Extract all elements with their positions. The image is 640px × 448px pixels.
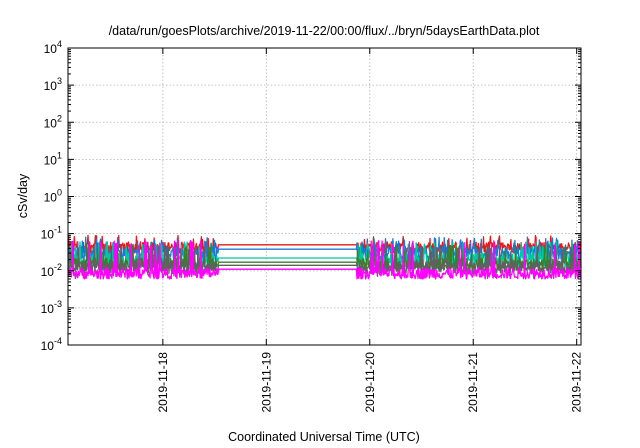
x-tick-label: 2019-11-18 bbox=[156, 352, 170, 413]
y-tick-label: 10-4 bbox=[41, 336, 62, 353]
y-tick-label: 103 bbox=[44, 76, 62, 93]
x-tick-label: 2019-11-22 bbox=[570, 352, 584, 413]
axis-ticks: 10-4 10-3 10-2 10-1 100 101 102 103 104 2019-11-1… bbox=[41, 39, 584, 413]
x-tick-label: 2019-11-19 bbox=[259, 352, 273, 413]
grid-lines bbox=[68, 48, 581, 345]
series-line bbox=[67, 239, 582, 280]
x-tick-label: 2019-11-21 bbox=[466, 352, 480, 413]
y-tick-label: 10-1 bbox=[41, 225, 62, 242]
y-tick-label: 10-2 bbox=[41, 262, 62, 279]
y-tick-label: 100 bbox=[44, 188, 62, 205]
x-axis-label: Coordinated Universal Time (UTC) bbox=[228, 430, 420, 444]
y-tick-label: 101 bbox=[44, 150, 62, 167]
series-line bbox=[67, 236, 582, 261]
x-tick-label: 2019-11-20 bbox=[363, 352, 377, 413]
series-line bbox=[67, 244, 582, 272]
y-tick-label: 102 bbox=[44, 113, 62, 130]
chart-title: /data/run/goesPlots/archive/2019-11-22/0… bbox=[109, 24, 540, 38]
series-line bbox=[67, 245, 582, 275]
y-axis-label: cSv/day bbox=[16, 173, 30, 218]
y-tick-label: 104 bbox=[44, 39, 62, 56]
series-layer bbox=[67, 234, 582, 280]
y-tick-label: 10-3 bbox=[41, 299, 62, 316]
